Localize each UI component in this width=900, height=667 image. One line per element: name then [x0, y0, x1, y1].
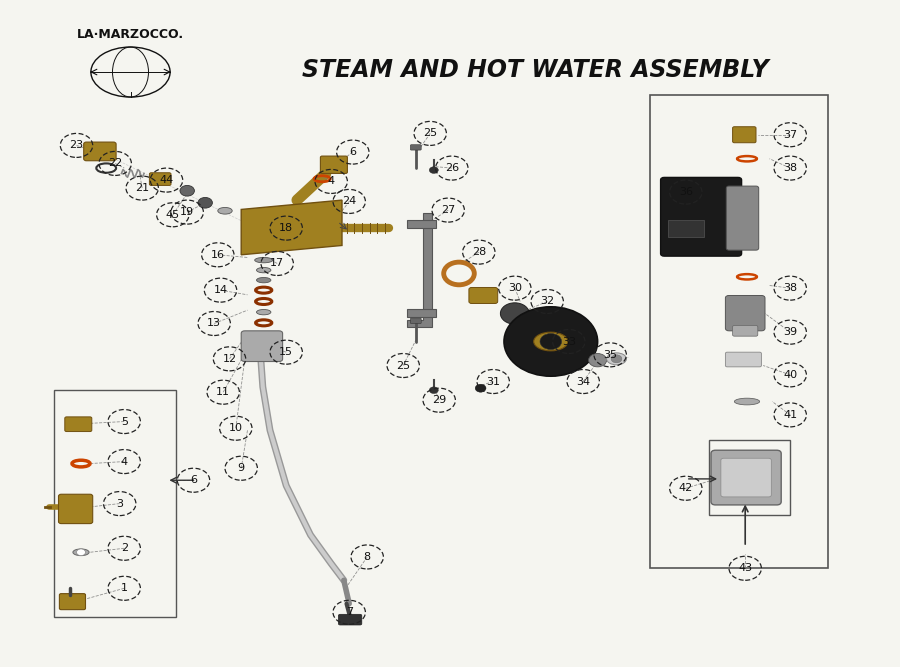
Text: 4: 4 [121, 457, 128, 466]
Circle shape [589, 354, 607, 367]
Text: 2: 2 [121, 544, 128, 553]
Text: 39: 39 [783, 327, 797, 337]
Ellipse shape [256, 277, 271, 283]
Text: 3: 3 [116, 499, 123, 508]
Text: 7: 7 [346, 608, 353, 617]
Text: 16: 16 [211, 250, 225, 259]
Text: 43: 43 [738, 564, 752, 573]
Text: 19: 19 [180, 207, 194, 217]
Text: 8: 8 [364, 552, 371, 562]
Text: 41: 41 [783, 410, 797, 420]
Text: 5: 5 [121, 417, 128, 426]
Text: 4: 4 [328, 177, 335, 186]
FancyBboxPatch shape [661, 177, 742, 256]
FancyBboxPatch shape [725, 295, 765, 331]
FancyBboxPatch shape [733, 325, 758, 336]
FancyBboxPatch shape [59, 594, 86, 610]
Circle shape [540, 334, 562, 350]
Text: 9: 9 [238, 464, 245, 473]
Bar [650, 95, 828, 568]
Ellipse shape [534, 332, 568, 351]
FancyBboxPatch shape [721, 458, 771, 497]
FancyBboxPatch shape [338, 614, 362, 625]
Polygon shape [407, 213, 432, 327]
FancyBboxPatch shape [469, 287, 498, 303]
Circle shape [429, 167, 438, 173]
Text: 14: 14 [213, 285, 228, 295]
FancyBboxPatch shape [407, 220, 436, 228]
Text: 1: 1 [121, 584, 128, 593]
Text: 36: 36 [679, 187, 693, 197]
Text: 25: 25 [396, 361, 410, 370]
Text: 44: 44 [159, 175, 174, 185]
Ellipse shape [255, 257, 273, 263]
FancyBboxPatch shape [149, 173, 171, 185]
Text: STEAM AND HOT WATER ASSEMBLY: STEAM AND HOT WATER ASSEMBLY [302, 58, 769, 82]
FancyBboxPatch shape [725, 352, 761, 367]
Text: 23: 23 [69, 141, 84, 150]
Text: 33: 33 [562, 337, 576, 346]
FancyBboxPatch shape [241, 331, 283, 362]
Circle shape [198, 197, 212, 208]
Text: 17: 17 [270, 259, 284, 268]
Text: LA·MARZOCCO.: LA·MARZOCCO. [76, 28, 184, 41]
Ellipse shape [218, 207, 232, 214]
Bar [54, 390, 176, 617]
Text: 24: 24 [342, 197, 356, 206]
FancyBboxPatch shape [733, 127, 756, 143]
FancyBboxPatch shape [410, 145, 421, 150]
Text: 31: 31 [486, 377, 500, 386]
FancyBboxPatch shape [726, 186, 759, 250]
Text: 18: 18 [279, 223, 293, 233]
Text: 15: 15 [279, 348, 293, 357]
FancyBboxPatch shape [58, 494, 93, 524]
Circle shape [504, 307, 598, 376]
Text: 28: 28 [472, 247, 486, 257]
Ellipse shape [73, 549, 89, 556]
Text: 32: 32 [540, 297, 554, 306]
Text: 6: 6 [349, 147, 356, 157]
Text: 38: 38 [783, 163, 797, 173]
Ellipse shape [607, 353, 626, 365]
Circle shape [76, 549, 86, 556]
Text: 29: 29 [432, 396, 446, 405]
Text: 12: 12 [222, 354, 237, 364]
Ellipse shape [256, 309, 271, 315]
Text: 37: 37 [783, 130, 797, 139]
Text: 13: 13 [207, 319, 221, 328]
FancyBboxPatch shape [410, 318, 421, 323]
Circle shape [611, 355, 622, 363]
Text: 27: 27 [441, 205, 455, 215]
Text: 11: 11 [216, 388, 230, 397]
Polygon shape [241, 200, 342, 255]
Text: 34: 34 [576, 377, 590, 386]
FancyBboxPatch shape [320, 156, 347, 173]
Text: 45: 45 [166, 210, 180, 219]
FancyBboxPatch shape [84, 142, 116, 161]
Text: 25: 25 [423, 129, 437, 138]
FancyBboxPatch shape [65, 417, 92, 432]
Text: 38: 38 [783, 283, 797, 293]
Text: 35: 35 [603, 350, 617, 360]
Text: 22: 22 [108, 159, 122, 168]
Text: 26: 26 [445, 163, 459, 173]
Circle shape [180, 185, 194, 196]
Text: 30: 30 [508, 283, 522, 293]
Text: 6: 6 [190, 476, 197, 485]
Circle shape [475, 384, 486, 392]
Bar [709, 440, 790, 515]
Text: 40: 40 [783, 370, 797, 380]
Text: 21: 21 [135, 183, 149, 193]
Text: 10: 10 [229, 424, 243, 433]
FancyBboxPatch shape [711, 450, 781, 505]
Circle shape [500, 303, 529, 324]
Text: 42: 42 [679, 484, 693, 493]
Ellipse shape [734, 398, 760, 405]
Circle shape [429, 387, 438, 394]
Ellipse shape [256, 267, 271, 273]
FancyBboxPatch shape [407, 309, 436, 317]
FancyBboxPatch shape [668, 220, 704, 237]
